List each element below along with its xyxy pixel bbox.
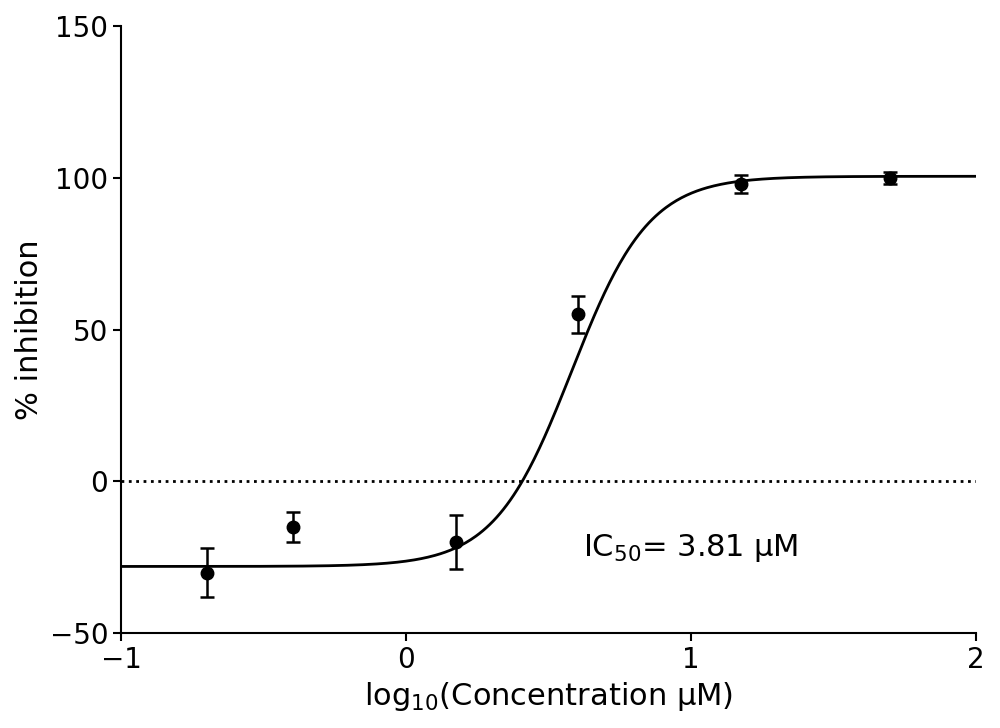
Y-axis label: % inhibition: % inhibition bbox=[15, 240, 44, 420]
X-axis label: log$_{10}$(Concentration μM): log$_{10}$(Concentration μM) bbox=[364, 680, 733, 713]
Text: IC$_{50}$= 3.81 μM: IC$_{50}$= 3.81 μM bbox=[583, 532, 798, 564]
